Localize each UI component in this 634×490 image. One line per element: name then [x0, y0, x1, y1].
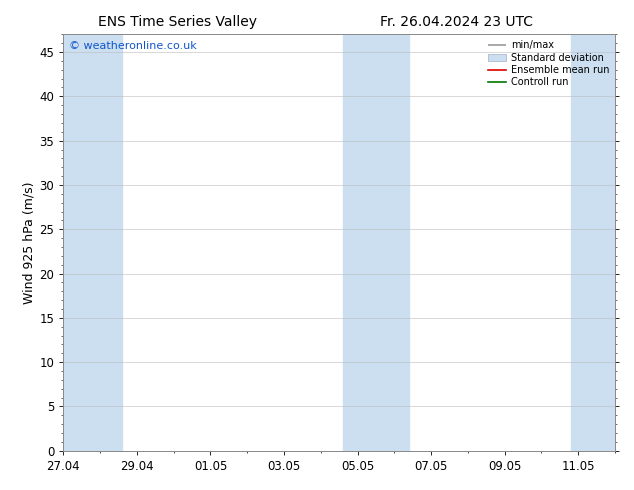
- Bar: [63, 34, 122, 451]
- Bar: [571, 34, 615, 451]
- Text: © weatheronline.co.uk: © weatheronline.co.uk: [69, 41, 197, 50]
- Y-axis label: Wind 925 hPa (m/s): Wind 925 hPa (m/s): [22, 181, 36, 304]
- Text: ENS Time Series Valley: ENS Time Series Valley: [98, 15, 257, 29]
- Bar: [343, 34, 409, 451]
- Text: Fr. 26.04.2024 23 UTC: Fr. 26.04.2024 23 UTC: [380, 15, 533, 29]
- Legend: min/max, Standard deviation, Ensemble mean run, Controll run: min/max, Standard deviation, Ensemble me…: [484, 36, 613, 91]
